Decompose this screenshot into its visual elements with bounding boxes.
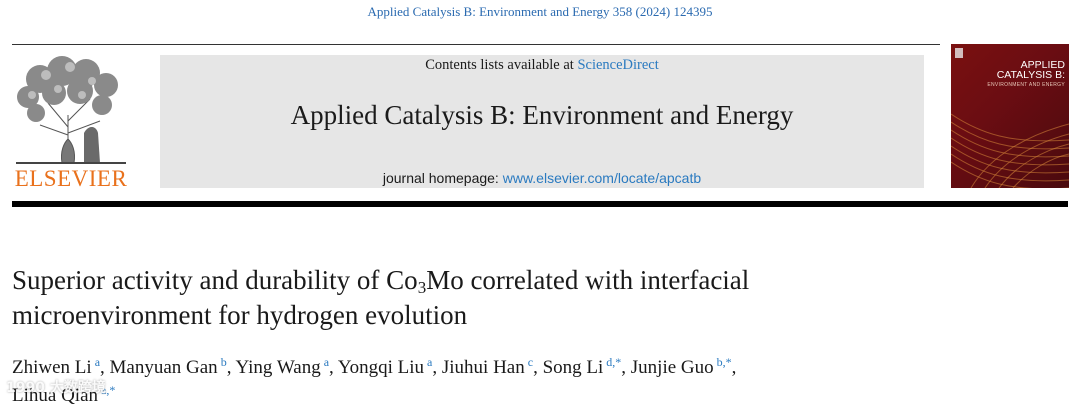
header-rule — [12, 44, 940, 45]
header-bottom-rule — [12, 201, 1068, 207]
author-affiliation: d,* — [606, 355, 622, 369]
journal-title: Applied Catalysis B: Environment and Ene… — [290, 100, 794, 130]
elsevier-wordmark[interactable]: ELSEVIER — [14, 166, 128, 191]
contents-line: Contents lists available at ScienceDirec… — [160, 57, 924, 74]
author-affiliation: a — [94, 355, 101, 369]
author[interactable]: Ying Wang a — [235, 355, 330, 378]
author-affiliation: b,* — [716, 355, 732, 369]
author-affiliation: a,* — [101, 383, 116, 397]
title-part2: Mo correlated with interfacial — [426, 265, 750, 295]
journal-cover-thumbnail[interactable]: APPLIED CATALYSIS B: ENVIRONMENT AND ENER… — [951, 44, 1069, 188]
author[interactable]: Lihua Qian a,* — [12, 383, 116, 406]
author-affiliation: a — [427, 355, 433, 369]
author[interactable]: Manyuan Gan b — [109, 355, 227, 378]
elsevier-tree-logo — [10, 55, 132, 165]
homepage-prefix: journal homepage: — [382, 170, 503, 186]
cover-title-line2: CATALYSIS B: — [996, 69, 1065, 81]
title-line2: microenvironment for hydrogen evolution — [12, 300, 468, 330]
author[interactable]: Jiuhui Han c — [441, 355, 534, 378]
journal-banner — [160, 55, 924, 188]
journal-citation[interactable]: Applied Catalysis B: Environment and Ene… — [367, 4, 713, 19]
cover-title: APPLIED CATALYSIS B: — [985, 59, 1065, 81]
cover-subtitle: ENVIRONMENT AND ENERGY — [987, 82, 1065, 88]
cover-wave-art — [951, 48, 1069, 188]
journal-homepage: journal homepage: www.elsevier.com/locat… — [160, 170, 924, 186]
author-affiliation: b — [220, 355, 227, 369]
cover-title-line1: APPLIED — [1020, 59, 1065, 71]
author-list: Zhiwen Li a, Manyuan Gan b, Ying Wang a, Yo… — [12, 355, 737, 406]
author[interactable]: Junjie Guo b,* — [630, 355, 732, 378]
title-part1: Superior activity and durability of Co — [12, 265, 418, 295]
article-title: Superior activity and durability of Co3M… — [12, 263, 1012, 333]
watermark: 1990 大数跨境 — [6, 380, 106, 396]
author[interactable]: Zhiwen Li a — [12, 355, 101, 378]
author-affiliation: c — [527, 355, 534, 369]
author[interactable]: Yongqi Liu a — [337, 355, 433, 378]
title-subscript: 3 — [417, 278, 427, 297]
author-affiliation: a — [323, 355, 330, 369]
homepage-link[interactable]: www.elsevier.com/locate/apcatb — [502, 170, 702, 186]
author[interactable]: Song Li d,* — [542, 355, 622, 378]
sciencedirect-link[interactable]: ScienceDirect — [577, 57, 659, 73]
contents-prefix: Contents lists available at — [425, 57, 578, 73]
